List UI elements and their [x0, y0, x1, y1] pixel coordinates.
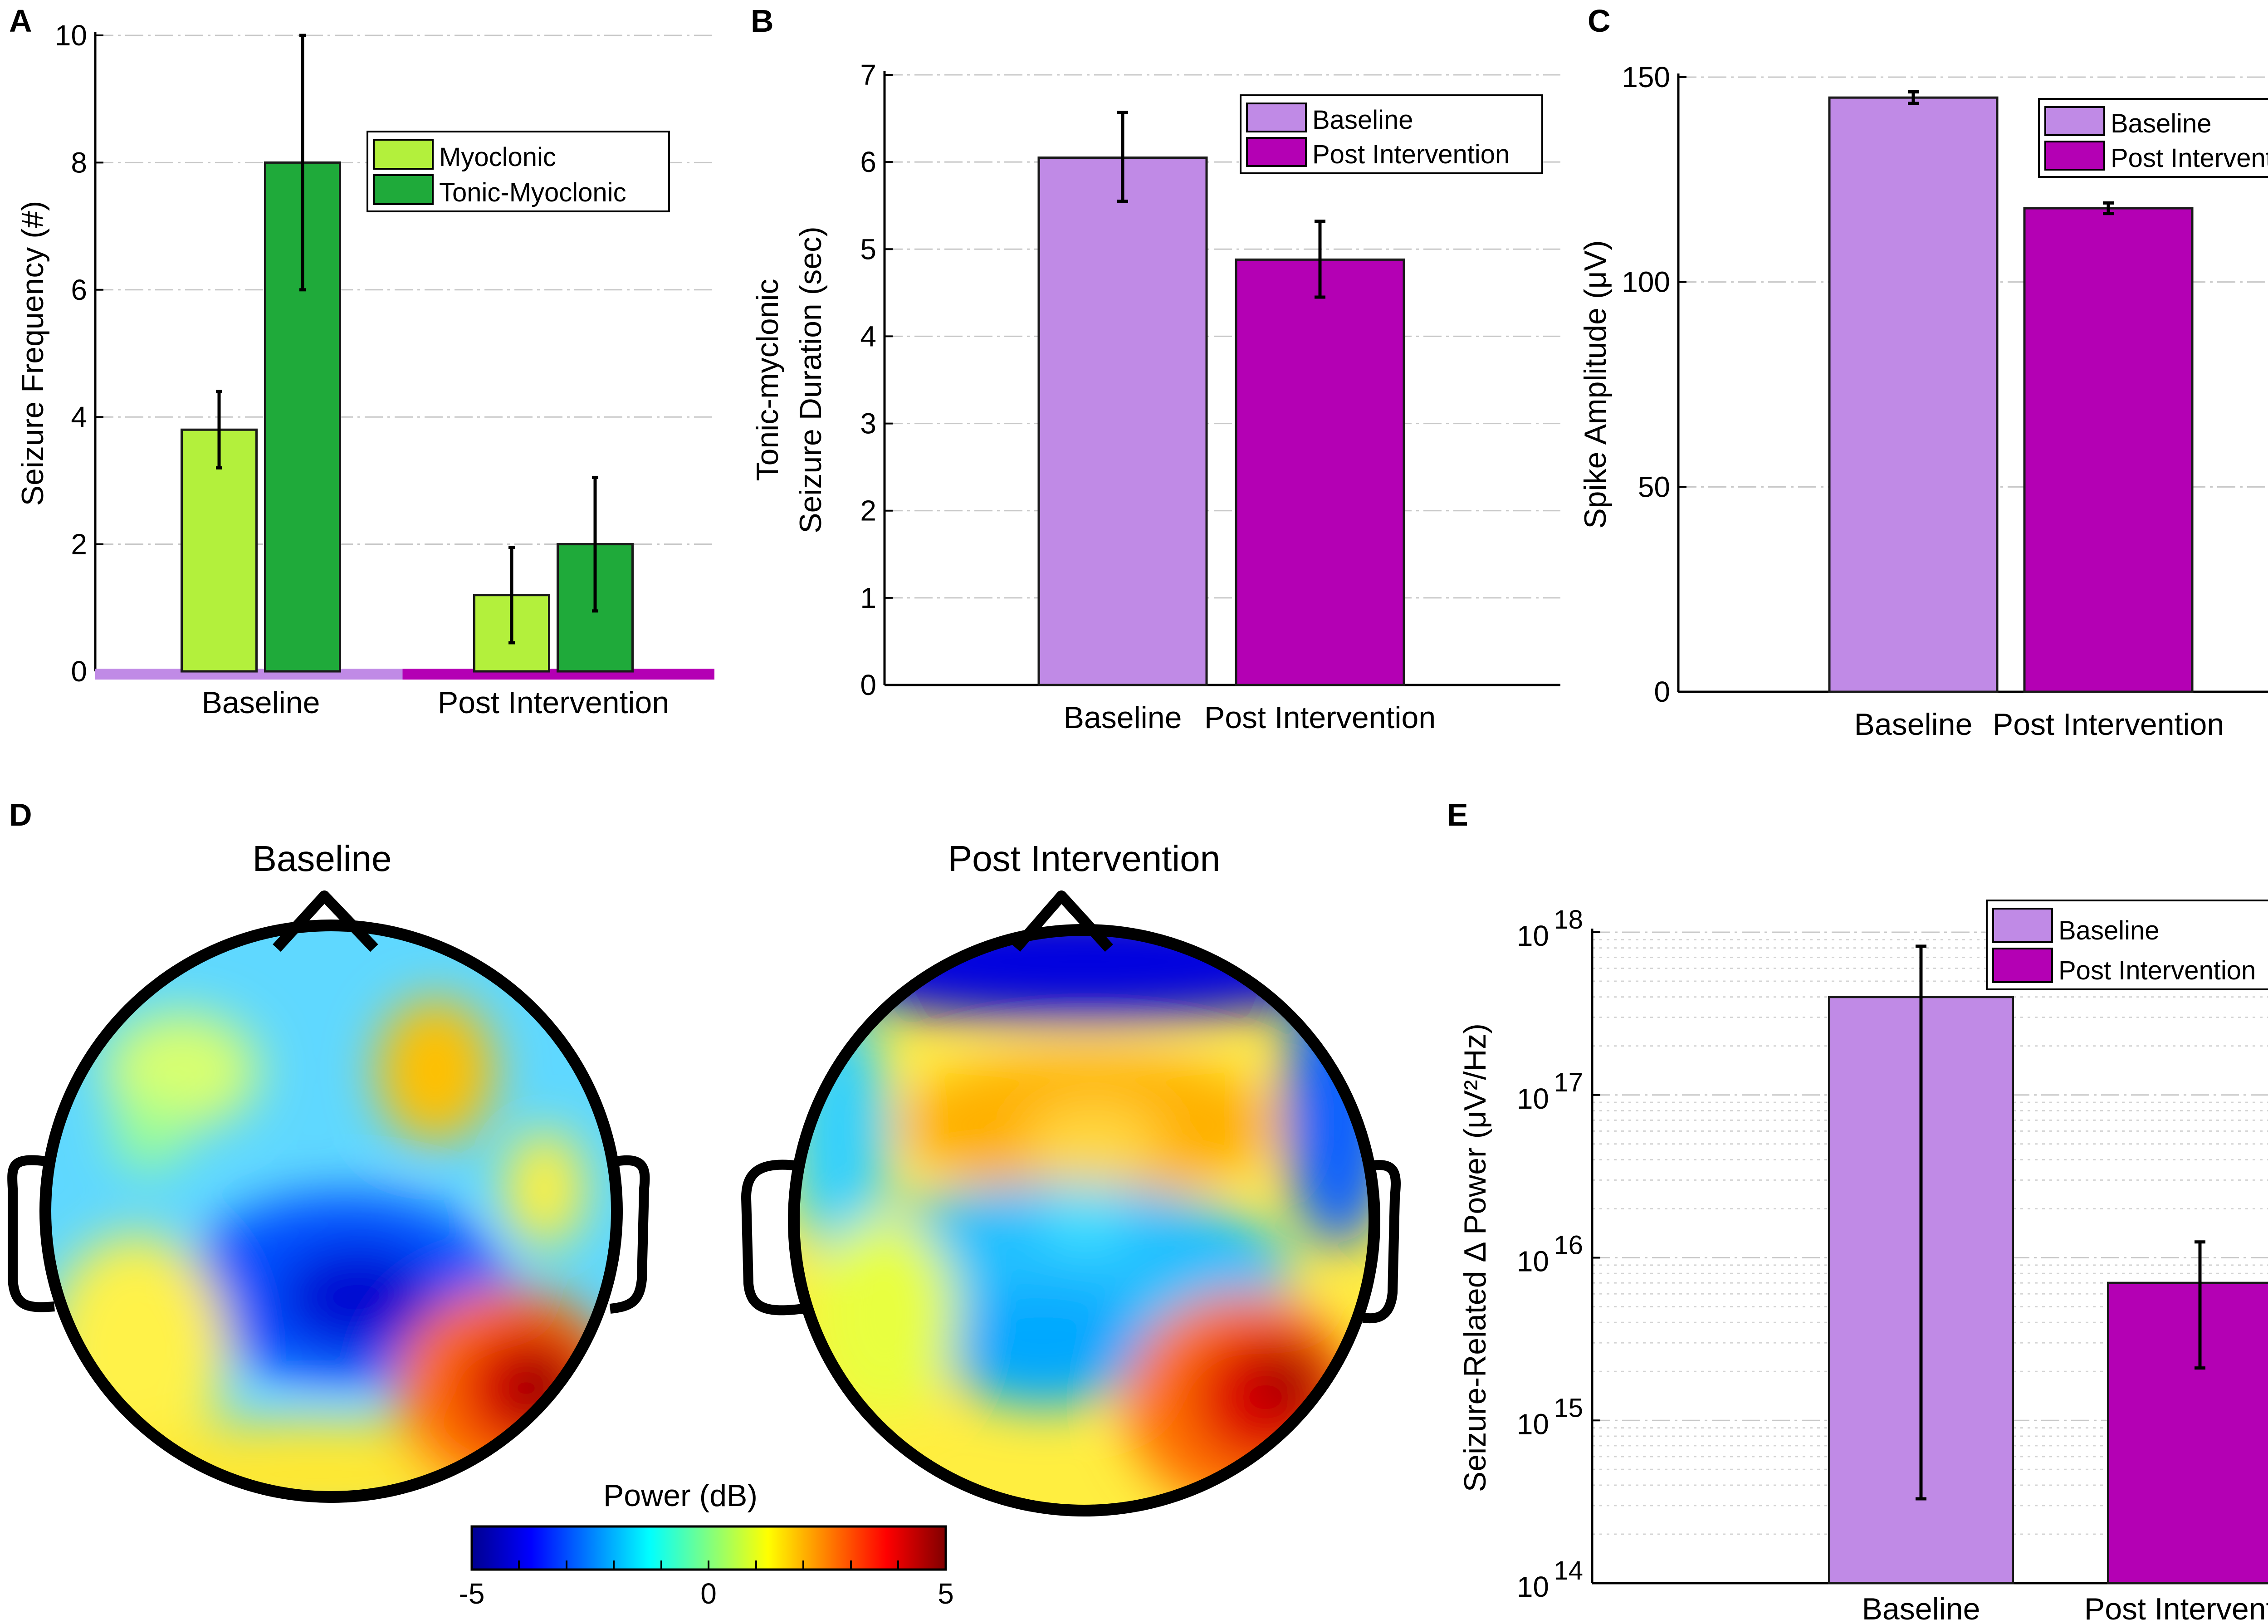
a-legend-swatch-1	[373, 174, 434, 205]
ytick-label-e-1: 10	[1517, 1408, 1549, 1440]
e-legend-swatch-0	[1992, 908, 2053, 943]
ytick-label-b-1: 1	[860, 582, 876, 614]
head-outline-baseline	[39, 920, 623, 1503]
ytick-label-a-3: 6	[71, 274, 87, 306]
chart-b: 0 1 2 3 4 5 6 7 Baseline Post Intervention Tonic-m…	[750, 59, 1560, 735]
right-ear-post	[1362, 1160, 1401, 1324]
a-legend-label-0: Myoclonic	[439, 142, 556, 172]
colorbar-label: Power (dB)	[603, 1478, 758, 1513]
ytick-label-a-1: 2	[71, 528, 87, 561]
ytick-label-b-7: 7	[860, 59, 876, 91]
xtick-label-c-1: Post Intervention	[1993, 707, 2224, 742]
y-axis-label-e: Seizure-Related Δ Power (μV²/Hz)	[1458, 1023, 1492, 1492]
ytick-label-c-3: 150	[1622, 61, 1670, 93]
a-legend-swatch-0	[373, 139, 434, 170]
xtick-label-c-0: Baseline	[1854, 707, 1973, 742]
xtick-label-e-1: Post Intervention	[2084, 1592, 2268, 1624]
panel-letter-c: C	[1588, 3, 1611, 39]
c-legend-swatch-1	[2044, 141, 2105, 171]
colorbar-min: -5	[459, 1577, 485, 1610]
y-axis-label-b-line1: Tonic-myclonic	[750, 279, 785, 481]
panel-letter-d: D	[9, 797, 32, 832]
left-ear-baseline	[7, 1155, 55, 1312]
b-legend-swatch-1	[1246, 137, 1307, 167]
bar-e-1	[2107, 1282, 2268, 1585]
y-axis-label-a: Seizure Frequency (#)	[15, 201, 50, 506]
topomap-post	[741, 890, 1401, 1516]
ytick-label-b-5: 5	[860, 233, 876, 265]
bar-c-1	[2023, 207, 2194, 693]
right-ear-baseline	[609, 1155, 650, 1314]
xtick-label-a-1: Post Intervention	[438, 685, 669, 720]
c-legend-label-0: Baseline	[2111, 109, 2211, 138]
ytick-label-b-4: 4	[860, 320, 876, 352]
ytick-exponent-e-0: 14	[1554, 1556, 1583, 1585]
ytick-exponent-e-2: 16	[1554, 1231, 1583, 1260]
colorbar-ticks	[518, 1560, 899, 1570]
panel-letter-a: A	[9, 3, 32, 39]
ytick-label-c-1: 50	[1638, 470, 1670, 503]
head-outline-post	[788, 924, 1380, 1516]
left-ear-post	[741, 1159, 804, 1316]
colorbar-mid: 0	[700, 1577, 717, 1610]
colorbar: Power (dB) -5 0 5	[459, 1478, 954, 1610]
bar-c-0	[1828, 96, 1999, 693]
ytick-exponent-e-3: 17	[1554, 1068, 1583, 1097]
topomap-title-post: Post Intervention	[948, 838, 1220, 879]
panel-d-topomaps: Baseline Post Intervention	[7, 838, 1401, 1610]
y-axis-label-b-line2: Seizure Duration (sec)	[793, 226, 828, 533]
ytick-label-b-3: 3	[860, 407, 876, 440]
e-legend-label-0: Baseline	[2058, 916, 2159, 945]
ytick-label-e-2: 10	[1517, 1245, 1549, 1278]
b-legend-label-1: Post Intervention	[1312, 140, 1510, 169]
e-legend-label-1: Post Intervention	[2058, 956, 2256, 985]
xtick-label-b-1: Post Intervention	[1204, 700, 1436, 735]
a-legend-label-1: Tonic-Myoclonic	[439, 178, 626, 207]
ytick-label-b-6: 6	[860, 146, 876, 178]
ytick-label-b-2: 2	[860, 494, 876, 527]
ytick-label-b-0: 0	[860, 669, 876, 701]
ytick-label-c-2: 100	[1622, 266, 1670, 298]
ytick-exponent-e-4: 18	[1554, 905, 1583, 934]
b-legend-swatch-0	[1246, 103, 1307, 132]
bar-b-1	[1235, 258, 1405, 686]
xtick-label-b-0: Baseline	[1064, 700, 1182, 735]
bar-b-0	[1037, 157, 1208, 686]
ytick-label-a-4: 8	[71, 146, 87, 179]
panel-letter-e: E	[1447, 797, 1468, 832]
b-legend-label-0: Baseline	[1312, 105, 1413, 135]
ytick-label-a-2: 4	[71, 401, 87, 433]
topomap-baseline	[7, 890, 650, 1503]
ytick-label-c-0: 0	[1654, 675, 1670, 708]
c-legend-swatch-0	[2044, 106, 2105, 136]
c-legend-label-1: Post Intervention	[2111, 143, 2268, 173]
y-axis-label-c: Spike Amplitude (μV)	[1578, 240, 1613, 528]
ytick-label-e-3: 10	[1517, 1082, 1549, 1115]
topomap-title-baseline: Baseline	[253, 838, 392, 879]
colorbar-max: 5	[938, 1577, 954, 1610]
ytick-exponent-e-1: 15	[1554, 1393, 1583, 1423]
ytick-label-e-4: 10	[1517, 920, 1549, 952]
xtick-label-e-0: Baseline	[1862, 1592, 1980, 1624]
nose-post	[1012, 890, 1113, 952]
panel-letter-b: B	[751, 3, 774, 39]
e-legend-swatch-1	[1992, 948, 2053, 983]
chart-a: 0 2 4 6 8 10 Baseline Post Intervention Seizure …	[15, 19, 714, 720]
nose-baseline	[273, 890, 378, 952]
xtick-label-a-0: Baseline	[202, 685, 320, 720]
ytick-label-a-5: 10	[55, 19, 87, 52]
ytick-label-e-0: 10	[1517, 1570, 1549, 1603]
ytick-label-a-0: 0	[71, 655, 87, 688]
chart-c: 0 50 100 150 Baseline Post Intervention Spike …	[1578, 61, 2268, 742]
